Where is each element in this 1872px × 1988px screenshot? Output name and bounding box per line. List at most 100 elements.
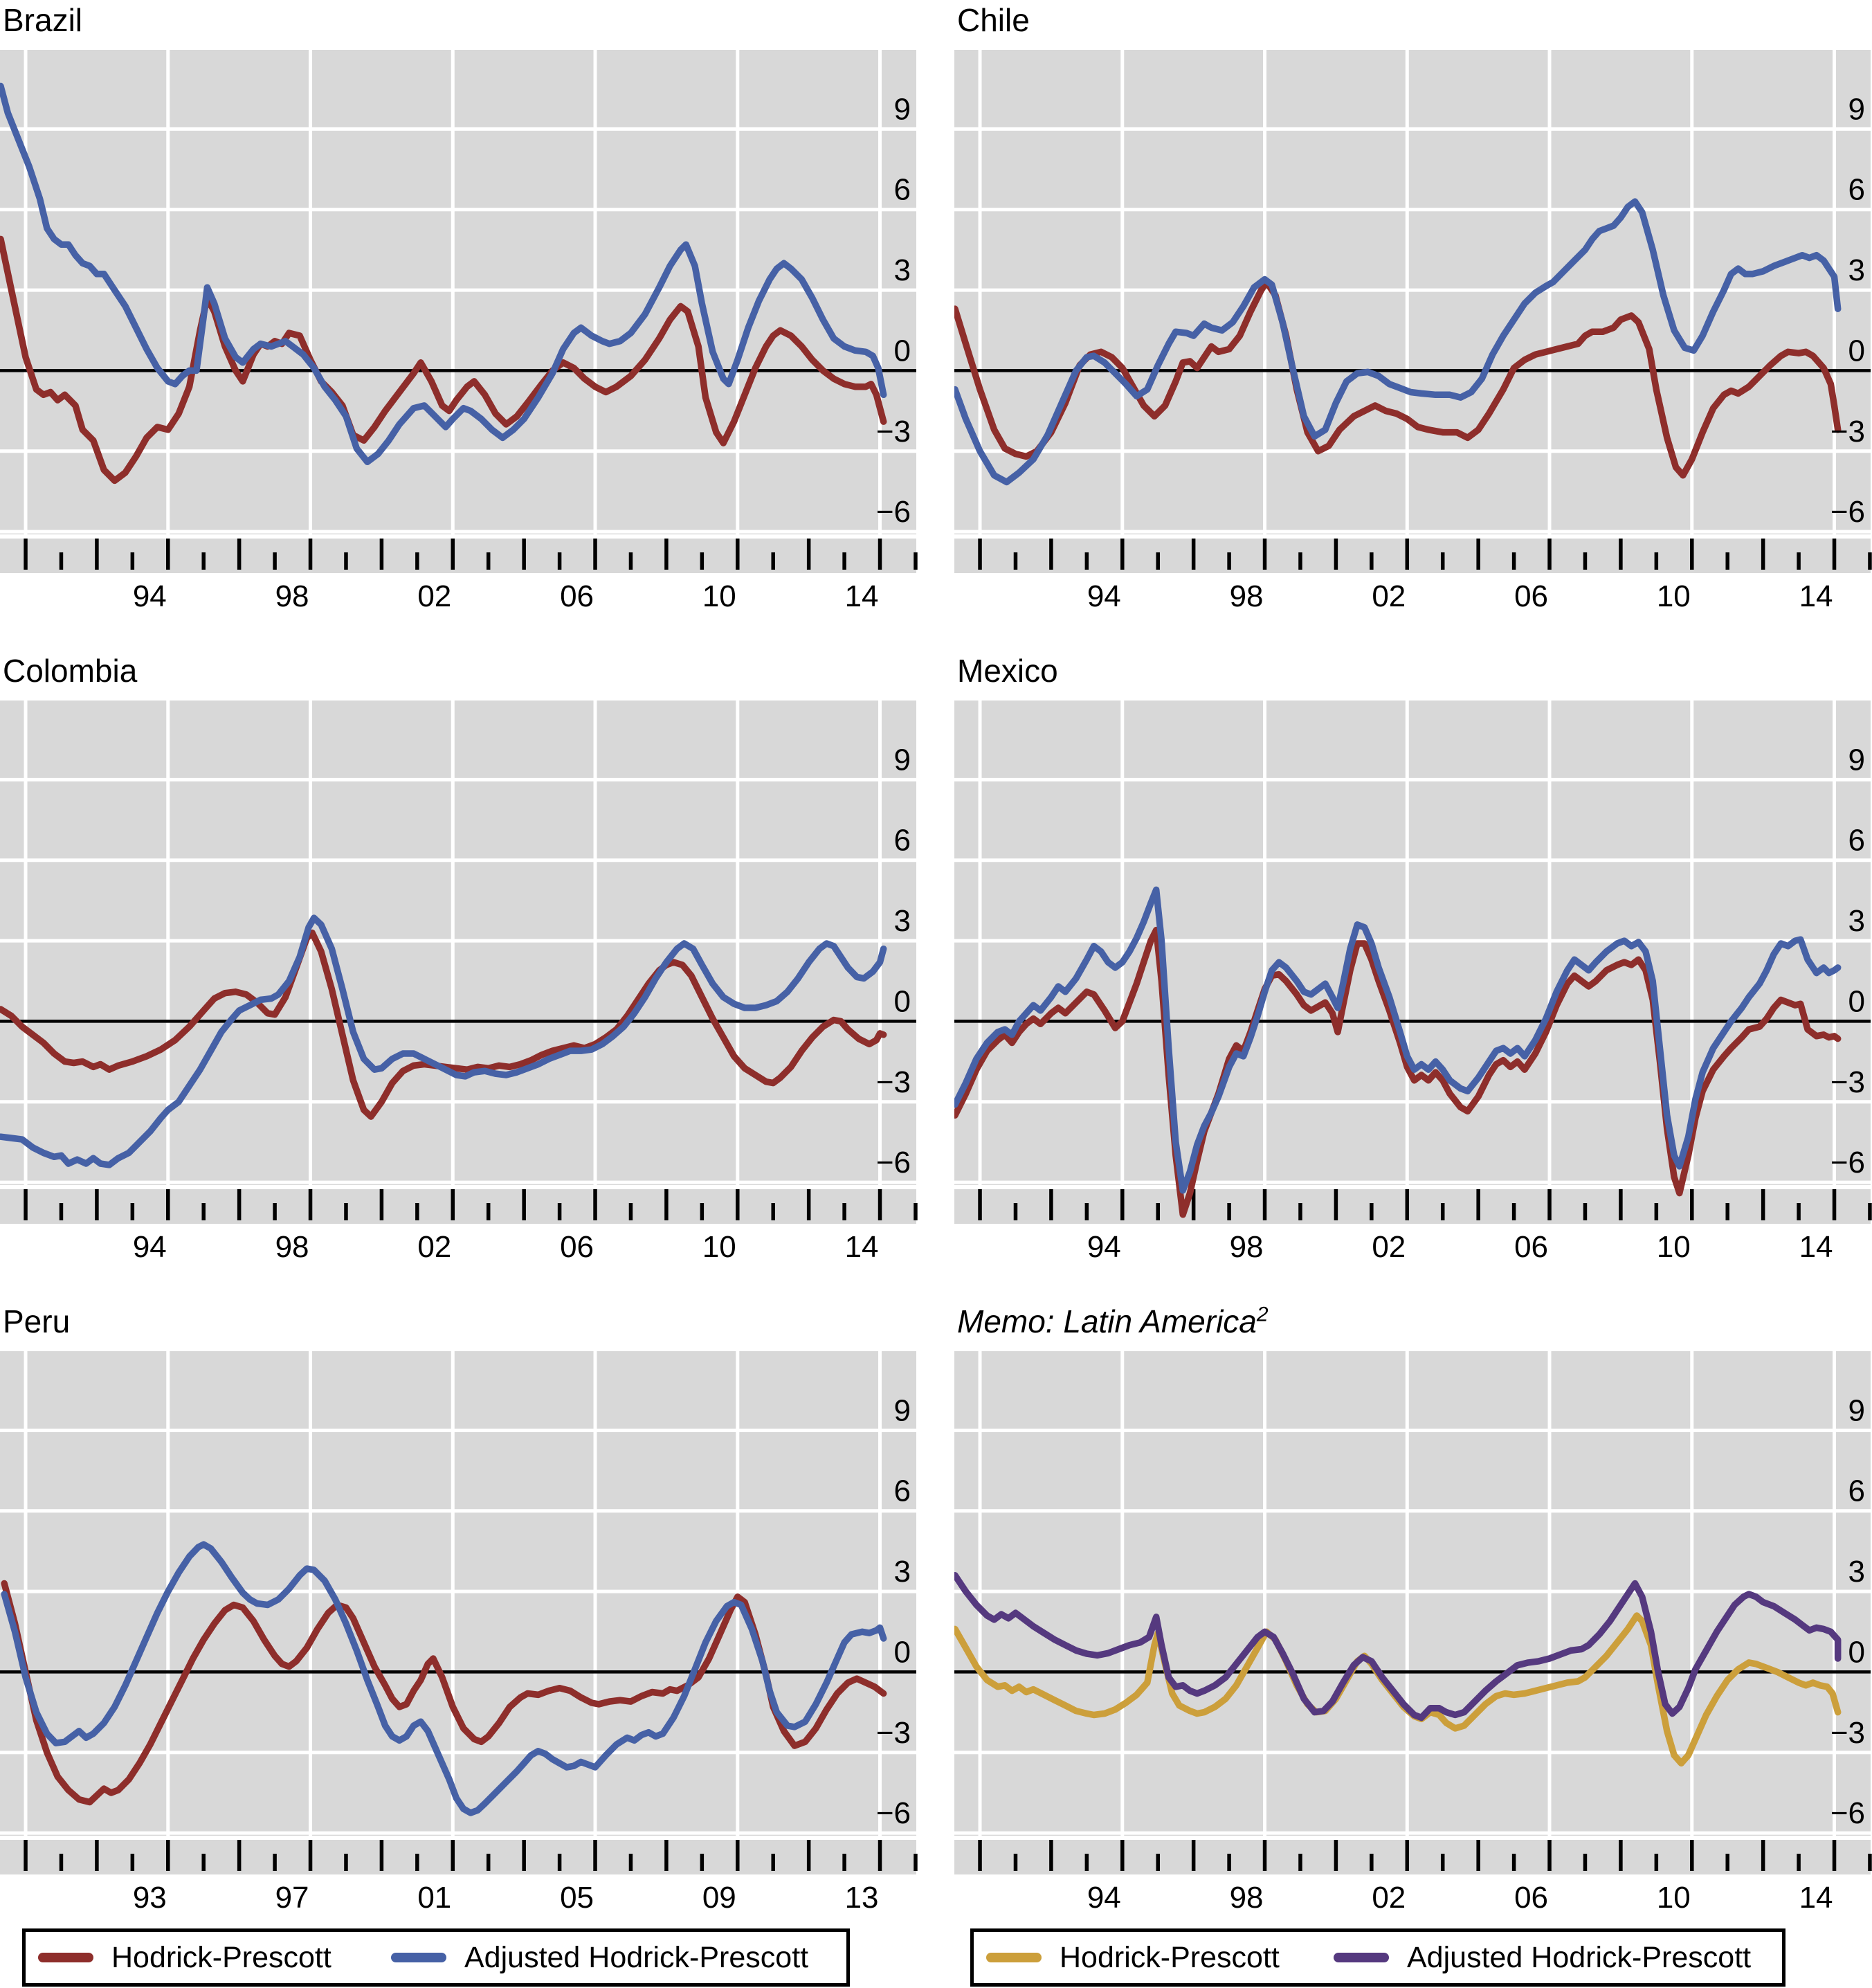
x-axis-label: 97 (275, 1881, 309, 1913)
panel-title-text: Peru (3, 1303, 71, 1339)
panel-title-chile: Chile (957, 0, 1030, 40)
legend-item-hodrick-prescott: Hodrick-Prescott (986, 1932, 1280, 1983)
x-axis-label: 94 (1087, 1881, 1121, 1913)
x-axis-label: 98 (1230, 1230, 1264, 1263)
y-axis-label: 9 (1848, 1393, 1865, 1427)
y-axis-label: 3 (1848, 904, 1865, 938)
plot-area (0, 50, 916, 534)
legend-label: Hodrick-Prescott (111, 1940, 331, 1974)
x-axis-label: 10 (1657, 579, 1691, 612)
panel-peru: Peru 9 6 3 0 −3 −6 93 97 01 05 09 13 (0, 1301, 918, 1928)
y-axis-label: 6 (894, 173, 911, 207)
panel-chile: Chile 9 6 3 0 −3 −6 94 98 02 06 10 14 (954, 0, 1872, 627)
x-tick-band (954, 1840, 1871, 1874)
series-line-adjusted-hodrick-prescott (954, 886, 1842, 1194)
series-line-adjusted-hodrick-prescott (0, 914, 887, 1168)
x-tick-band (954, 1189, 1871, 1224)
panel-colombia: Colombia 9 6 3 0 −3 −6 94 98 02 06 10 14 (0, 651, 918, 1278)
panel-title-colombia: Colombia (3, 651, 137, 691)
panel-latin-america: Memo: Latin America2 9 6 3 0 −3 −6 94 98 02 06 10 1… (954, 1301, 1872, 1928)
chart-peru: 9 6 3 0 −3 −6 93 97 01 05 09 13 (0, 1351, 918, 1913)
panel-brazil: Brazil 9 6 3 0 −3 −6 94 98 02 06 10 14 (0, 0, 918, 627)
series-line-adjusted-hodrick-prescott (1, 1541, 887, 1816)
blue-line-swatch-icon (391, 1953, 446, 1962)
y-axis-label: −6 (876, 495, 911, 529)
chart-colombia: 9 6 3 0 −3 −6 94 98 02 06 10 14 (0, 701, 918, 1263)
x-axis-label: 06 (560, 579, 594, 612)
y-axis-label: −3 (1830, 1716, 1865, 1750)
x-axis-label: 10 (702, 1230, 736, 1263)
y-axis-label: 6 (894, 824, 911, 858)
x-axis-label: 06 (1514, 579, 1548, 612)
x-axis-label: 06 (1514, 1230, 1548, 1263)
y-axis-label: 9 (894, 1393, 911, 1427)
y-axis-label: 3 (894, 904, 911, 938)
purple-line-swatch-icon (1334, 1953, 1389, 1962)
y-axis-label: 0 (1848, 334, 1865, 368)
legend-item-adjusted-hodrick-prescott: Adjusted Hodrick-Prescott (391, 1932, 808, 1983)
x-axis-label: 02 (417, 579, 451, 612)
legend-label: Adjusted Hodrick-Prescott (464, 1940, 809, 1974)
series-line-adjusted-hodrick-prescott (0, 82, 887, 466)
legend-item-hodrick-prescott: Hodrick-Prescott (38, 1932, 331, 1983)
chart-chile: 9 6 3 0 −3 −6 94 98 02 06 10 14 (954, 50, 1872, 612)
legend-label: Adjusted Hodrick-Prescott (1407, 1940, 1752, 1974)
x-axis-label: 94 (1087, 579, 1121, 612)
plot-area (954, 701, 1871, 1185)
legend-label: Hodrick-Prescott (1060, 1940, 1280, 1974)
x-axis-label: 98 (1230, 579, 1264, 612)
y-axis-label: −3 (876, 1716, 911, 1750)
x-axis-label: 09 (702, 1881, 736, 1913)
series-line-hodrick-prescott (0, 929, 887, 1120)
x-axis-label: 94 (133, 1230, 167, 1263)
panel-mexico: Mexico 9 6 3 0 −3 −6 94 98 02 06 10 14 (954, 651, 1872, 1278)
x-axis-label: 02 (1372, 1881, 1406, 1913)
panel-title-latin-america: Memo: Latin America2 (957, 1301, 1269, 1341)
x-axis-label: 10 (702, 579, 736, 612)
red-line-swatch-icon (38, 1953, 93, 1962)
yellow-line-swatch-icon (986, 1953, 1042, 1962)
y-axis-label: 0 (894, 334, 911, 368)
chart-latin-america: 9 6 3 0 −3 −6 94 98 02 06 10 14 (954, 1351, 1872, 1913)
y-axis-label: −3 (1830, 415, 1865, 449)
y-axis-label: 6 (1848, 173, 1865, 207)
y-axis-label: 3 (894, 253, 911, 287)
series-line-hodrick-prescott (954, 278, 1842, 479)
x-tick-band (0, 539, 916, 573)
legend-left: Hodrick-Prescott Adjusted Hodrick-Presco… (22, 1928, 850, 1987)
plot-area (0, 701, 916, 1185)
y-axis-label: −3 (876, 1065, 911, 1099)
chart-mexico: 9 6 3 0 −3 −6 94 98 02 06 10 14 (954, 701, 1872, 1263)
y-axis-label: 9 (1848, 92, 1865, 126)
x-axis-label: 94 (133, 579, 167, 612)
y-axis-label: −6 (1830, 495, 1865, 529)
x-axis-label: 98 (275, 579, 309, 612)
x-tick-band (954, 539, 1871, 573)
chart-brazil: 9 6 3 0 −3 −6 94 98 02 06 10 14 (0, 50, 918, 612)
x-axis-label: 02 (1372, 1230, 1406, 1263)
x-tick-band (0, 1840, 916, 1874)
panel-title-text: Brazil (3, 2, 83, 38)
x-tick-band (0, 1189, 916, 1224)
panel-title-superscript: 2 (1256, 1303, 1269, 1326)
y-axis-label: 6 (894, 1474, 911, 1508)
panel-title-mexico: Mexico (957, 651, 1058, 691)
y-axis-label: −6 (1830, 1796, 1865, 1830)
panel-title-brazil: Brazil (3, 0, 82, 40)
y-axis-label: 0 (894, 984, 911, 1018)
panel-title-text: Chile (957, 2, 1030, 38)
panel-title-peru: Peru (3, 1301, 70, 1341)
y-axis-label: 3 (1848, 253, 1865, 287)
x-axis-label: 93 (133, 1881, 167, 1913)
y-axis-label: 3 (894, 1555, 911, 1589)
x-axis-label: 98 (275, 1230, 309, 1263)
y-axis-label: −6 (876, 1796, 911, 1830)
panel-title-text: Colombia (3, 653, 138, 689)
y-axis-label: 9 (1848, 743, 1865, 777)
y-axis-label: −6 (1830, 1146, 1865, 1180)
y-axis-label: 6 (1848, 824, 1865, 858)
y-axis-label: 3 (1848, 1555, 1865, 1589)
y-axis-label: 0 (1848, 984, 1865, 1018)
x-axis-label: 14 (1799, 1230, 1833, 1263)
